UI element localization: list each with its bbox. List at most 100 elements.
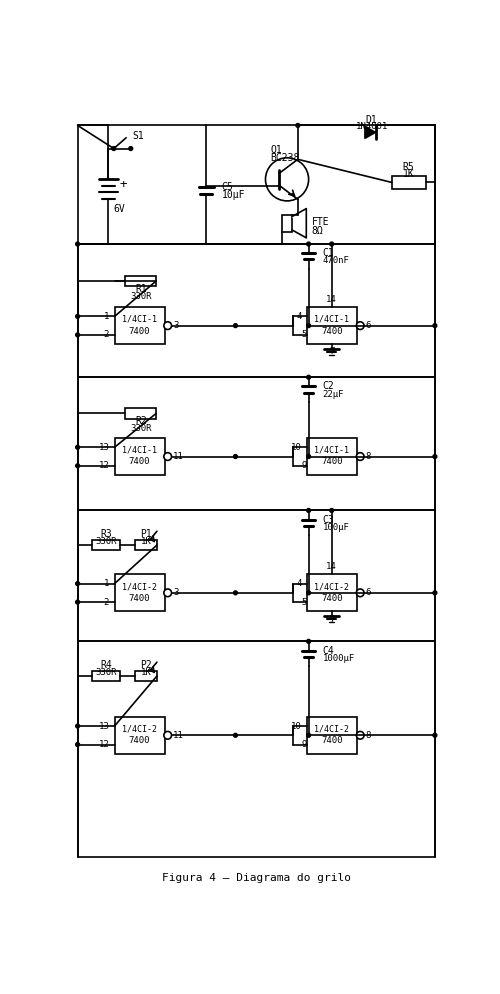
- Text: C5: C5: [222, 182, 234, 192]
- Text: C4: C4: [322, 645, 334, 656]
- Text: 4: 4: [296, 580, 302, 588]
- Text: 1: 1: [104, 580, 109, 588]
- Text: 6: 6: [366, 321, 371, 330]
- Text: 1K: 1K: [141, 537, 152, 546]
- Circle shape: [164, 452, 172, 460]
- Text: S1: S1: [132, 131, 144, 141]
- Circle shape: [76, 445, 80, 449]
- Text: 330R: 330R: [130, 292, 152, 301]
- Text: 330R: 330R: [96, 537, 117, 546]
- Circle shape: [234, 454, 237, 458]
- Bar: [114, 307, 164, 344]
- Text: 1/4CI-2: 1/4CI-2: [122, 725, 156, 734]
- Text: 6: 6: [366, 588, 371, 597]
- Circle shape: [76, 724, 80, 728]
- Text: +: +: [119, 178, 126, 191]
- Text: D1: D1: [366, 115, 378, 125]
- Text: 5: 5: [302, 330, 307, 339]
- Bar: [114, 575, 164, 611]
- Text: P1: P1: [140, 530, 152, 540]
- Circle shape: [164, 732, 172, 740]
- Bar: [307, 717, 357, 753]
- Bar: [92, 540, 120, 551]
- Bar: [126, 408, 156, 418]
- Text: 14: 14: [326, 563, 337, 572]
- Bar: [307, 307, 357, 344]
- Text: 1/4CI-1: 1/4CI-1: [122, 446, 156, 455]
- Text: 11: 11: [173, 731, 184, 740]
- Text: 7: 7: [329, 347, 334, 356]
- Circle shape: [306, 509, 310, 512]
- Circle shape: [234, 734, 237, 738]
- Text: 9: 9: [302, 461, 307, 470]
- Text: 7400: 7400: [128, 737, 150, 746]
- Text: Q1: Q1: [270, 145, 282, 155]
- Polygon shape: [365, 126, 376, 138]
- Bar: [114, 438, 164, 475]
- Circle shape: [296, 123, 300, 127]
- Circle shape: [129, 146, 132, 150]
- Circle shape: [76, 314, 80, 318]
- Text: R5: R5: [403, 162, 414, 172]
- Circle shape: [234, 324, 237, 328]
- Text: 10: 10: [291, 442, 302, 452]
- Text: R1: R1: [135, 283, 146, 293]
- Polygon shape: [292, 209, 306, 238]
- Text: 1/4CI-1: 1/4CI-1: [314, 446, 349, 455]
- Text: R3: R3: [100, 530, 112, 540]
- Circle shape: [76, 581, 80, 585]
- Text: 1/4CI-2: 1/4CI-2: [314, 725, 349, 734]
- Bar: [92, 671, 120, 681]
- Text: 10: 10: [291, 722, 302, 731]
- Text: FTE: FTE: [312, 217, 330, 227]
- Text: 7: 7: [329, 614, 334, 623]
- Text: 1/4CI-2: 1/4CI-2: [314, 582, 349, 591]
- Text: 1000μF: 1000μF: [322, 654, 354, 663]
- Circle shape: [330, 509, 334, 512]
- Text: 7400: 7400: [128, 593, 150, 602]
- Text: 1/4CI-2: 1/4CI-2: [122, 582, 156, 591]
- Text: 8: 8: [366, 452, 371, 461]
- Text: 8Ω: 8Ω: [312, 226, 324, 236]
- Text: R2: R2: [135, 416, 146, 426]
- Text: 100μF: 100μF: [322, 523, 349, 532]
- Text: 5: 5: [302, 597, 307, 606]
- Text: 7400: 7400: [321, 457, 342, 466]
- Bar: [126, 275, 156, 286]
- Circle shape: [330, 243, 334, 246]
- Circle shape: [306, 324, 310, 328]
- Circle shape: [433, 590, 437, 594]
- Text: 2: 2: [104, 597, 109, 606]
- Text: 11: 11: [173, 452, 184, 461]
- Text: R4: R4: [100, 660, 112, 670]
- Circle shape: [306, 376, 310, 379]
- Circle shape: [356, 452, 364, 460]
- Text: 4: 4: [296, 312, 302, 321]
- Text: 13: 13: [98, 722, 109, 731]
- Circle shape: [164, 322, 172, 329]
- Text: 470nF: 470nF: [322, 256, 349, 265]
- Circle shape: [76, 333, 80, 337]
- Circle shape: [356, 589, 364, 596]
- Circle shape: [76, 600, 80, 604]
- Bar: [136, 540, 157, 551]
- Bar: [392, 176, 426, 189]
- Text: 12: 12: [98, 461, 109, 470]
- Bar: [307, 438, 357, 475]
- Text: BC238: BC238: [270, 153, 300, 163]
- Text: 10μF: 10μF: [222, 190, 245, 200]
- Text: 6V: 6V: [113, 205, 125, 215]
- Text: 3: 3: [173, 321, 178, 330]
- Text: 330R: 330R: [96, 668, 117, 677]
- Circle shape: [356, 732, 364, 740]
- Text: 1N4001: 1N4001: [356, 122, 388, 131]
- Circle shape: [112, 146, 116, 150]
- Circle shape: [433, 454, 437, 458]
- Circle shape: [306, 590, 310, 594]
- Circle shape: [76, 243, 80, 246]
- Bar: [136, 671, 157, 681]
- Text: 2: 2: [104, 330, 109, 339]
- Text: 3: 3: [173, 588, 178, 597]
- Text: 14: 14: [326, 295, 337, 304]
- Circle shape: [306, 734, 310, 738]
